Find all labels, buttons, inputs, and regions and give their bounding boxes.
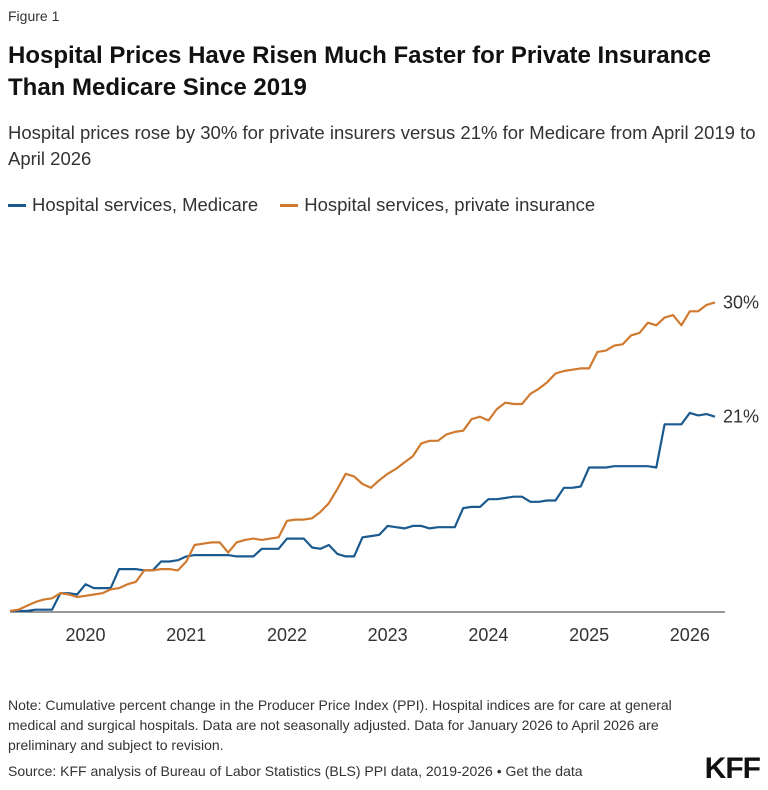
chart-source: Source: KFF analysis of Bureau of Labor … <box>8 763 583 779</box>
end-label-private: 30% <box>723 292 759 312</box>
x-tick-label-2022: 2022 <box>267 625 307 645</box>
x-tick-label-2024: 2024 <box>468 625 508 645</box>
chart-legend: Hospital services, Medicare Hospital ser… <box>8 194 595 216</box>
line-chart: 2020 2021 2022 2023 2024 2025 2026 21% 30% <box>9 292 759 645</box>
x-tick-label-2023: 2023 <box>368 625 408 645</box>
series-line-medicare <box>10 411 716 613</box>
end-label-medicare: 21% <box>723 407 759 427</box>
series-line-private <box>9 301 716 613</box>
legend-item-private: Hospital services, private insurance <box>280 194 595 216</box>
legend-swatch-medicare <box>8 203 26 207</box>
x-tick-label-2026: 2026 <box>670 625 710 645</box>
kff-logo: KFF <box>704 752 761 785</box>
chart-subtitle: Hospital prices rose by 30% for private … <box>8 122 756 169</box>
chart-title: Hospital Prices Have Risen Much Faster f… <box>8 42 711 101</box>
x-tick-label-2025: 2025 <box>569 625 609 645</box>
legend-swatch-private <box>280 203 299 207</box>
source-text: Source: KFF analysis of Bureau of Labor … <box>8 763 502 779</box>
figure-label: Figure 1 <box>8 8 60 24</box>
legend-label-medicare: Hospital services, Medicare <box>32 194 259 215</box>
legend-label-private: Hospital services, private insurance <box>304 194 596 215</box>
x-tick-label-2020: 2020 <box>66 625 106 645</box>
chart-note: Note: Cumulative percent change in the P… <box>8 697 672 753</box>
get-data-link[interactable]: Get the data <box>505 763 583 779</box>
legend-item-medicare: Hospital services, Medicare <box>8 194 258 216</box>
x-tick-label-2021: 2021 <box>166 625 206 645</box>
